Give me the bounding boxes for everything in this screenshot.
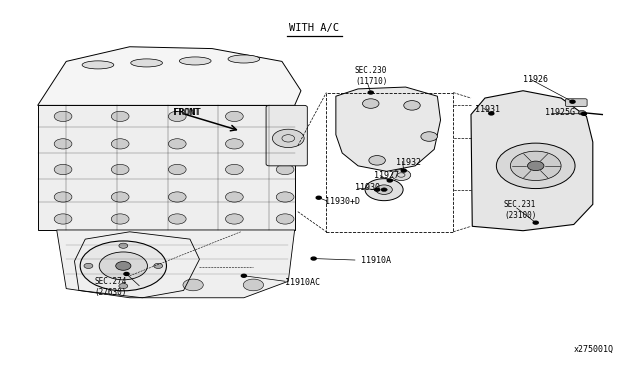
Text: 11932: 11932 [396, 158, 421, 167]
Polygon shape [471, 91, 593, 231]
Circle shape [276, 214, 294, 224]
Circle shape [124, 272, 129, 275]
FancyBboxPatch shape [266, 105, 307, 166]
Circle shape [168, 164, 186, 174]
Circle shape [54, 139, 72, 149]
Circle shape [225, 192, 243, 202]
Ellipse shape [82, 61, 114, 69]
Circle shape [581, 112, 586, 115]
Circle shape [119, 243, 128, 248]
Circle shape [225, 139, 243, 149]
Polygon shape [38, 105, 294, 230]
Text: 11927: 11927 [374, 170, 399, 180]
Circle shape [276, 111, 294, 122]
Text: 11926: 11926 [523, 75, 548, 84]
Circle shape [225, 111, 243, 122]
Circle shape [243, 279, 264, 291]
Circle shape [365, 179, 403, 201]
Circle shape [381, 188, 387, 192]
Circle shape [374, 188, 380, 191]
Text: 11925G: 11925G [545, 108, 575, 117]
Circle shape [225, 214, 243, 224]
Circle shape [276, 192, 294, 202]
Circle shape [578, 110, 586, 115]
Circle shape [54, 214, 72, 224]
Polygon shape [57, 230, 294, 298]
Circle shape [276, 139, 294, 149]
Circle shape [119, 283, 128, 289]
Circle shape [362, 99, 379, 108]
Text: 11910AC: 11910AC [285, 278, 320, 286]
Text: FRONT: FRONT [173, 108, 200, 117]
Circle shape [168, 139, 186, 149]
Circle shape [111, 139, 129, 149]
Circle shape [54, 164, 72, 174]
Circle shape [54, 192, 72, 202]
Circle shape [168, 214, 186, 224]
Circle shape [273, 129, 304, 148]
Circle shape [392, 170, 411, 180]
Circle shape [168, 192, 186, 202]
Polygon shape [336, 87, 440, 171]
Circle shape [54, 111, 72, 122]
Circle shape [84, 263, 93, 269]
Circle shape [368, 91, 373, 94]
FancyBboxPatch shape [566, 99, 587, 106]
Circle shape [276, 164, 294, 174]
Circle shape [225, 164, 243, 174]
Circle shape [570, 100, 575, 103]
Polygon shape [38, 47, 301, 105]
Circle shape [401, 169, 406, 172]
Circle shape [369, 155, 385, 165]
Circle shape [489, 112, 494, 115]
Circle shape [80, 241, 166, 291]
Circle shape [387, 179, 392, 182]
Circle shape [111, 164, 129, 174]
Circle shape [111, 192, 129, 202]
Circle shape [404, 100, 420, 110]
Circle shape [168, 111, 186, 122]
Circle shape [99, 252, 147, 280]
Text: WITH A/C: WITH A/C [289, 23, 339, 33]
Circle shape [183, 279, 204, 291]
Circle shape [111, 111, 129, 122]
Text: SEC.230
(11710): SEC.230 (11710) [355, 66, 387, 86]
Circle shape [527, 161, 544, 171]
Circle shape [154, 263, 163, 269]
Text: 11931: 11931 [476, 105, 500, 113]
Circle shape [510, 151, 561, 180]
Circle shape [316, 196, 321, 199]
Text: SEC.231
(23100): SEC.231 (23100) [504, 200, 536, 220]
Circle shape [311, 257, 316, 260]
Circle shape [497, 143, 575, 189]
Circle shape [533, 221, 538, 224]
Circle shape [421, 132, 437, 141]
Text: 11910A: 11910A [361, 256, 391, 265]
Circle shape [241, 274, 246, 277]
Text: 11930: 11930 [355, 183, 380, 192]
Text: 11930+D: 11930+D [325, 197, 360, 206]
Circle shape [111, 214, 129, 224]
Text: SEC.274
(27630): SEC.274 (27630) [95, 277, 127, 297]
Ellipse shape [228, 55, 260, 63]
Ellipse shape [179, 57, 211, 65]
Ellipse shape [131, 59, 163, 67]
Circle shape [113, 279, 134, 291]
Text: x275001Q: x275001Q [574, 344, 614, 353]
Text: FRONT: FRONT [174, 108, 201, 117]
Circle shape [376, 185, 392, 195]
Circle shape [116, 262, 131, 270]
